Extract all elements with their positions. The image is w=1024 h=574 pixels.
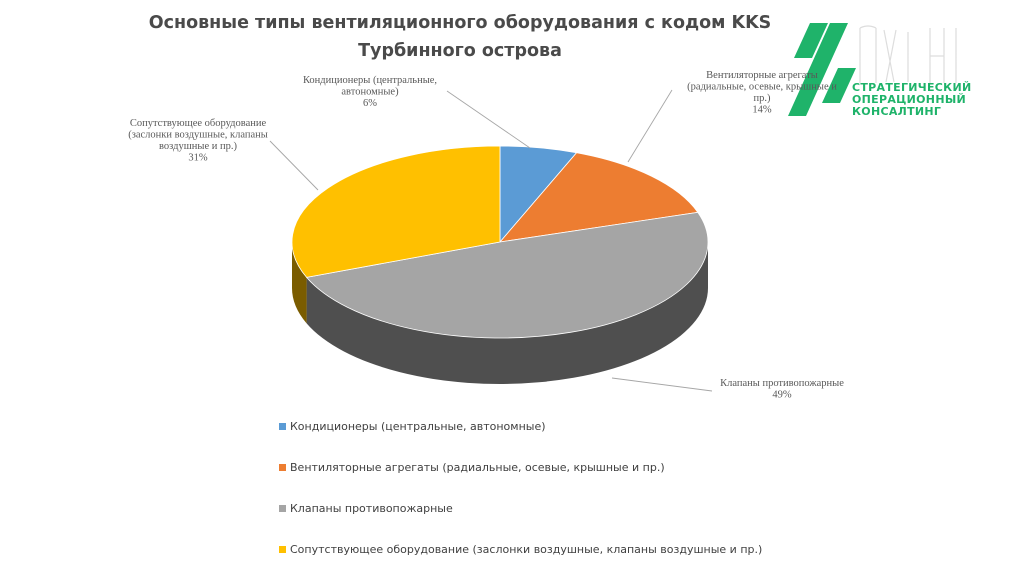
slice-1-leader-line [446,90,531,149]
slice-4-leader-line [269,140,319,191]
legend-item-2: Вентиляторные агрегаты (радиальные, осев… [279,459,665,475]
pie-chart: Кондиционеры (центральные, автономные) 6% В… [128,70,844,401]
slice-4-data-label: Сопутствующее оборудование (заслонки возд… [128,118,268,164]
legend-label-2: Вентиляторные агрегаты (радиальные, осев… [290,460,665,474]
legend-item-1: Кондиционеры (центральные, автономные) [279,418,546,434]
slice-3-side [306,242,708,385]
logo-text-line-3: КОНСАЛТИНГ [852,105,942,118]
chart-title-line-2: Турбинного острова [358,41,562,61]
chart-title-line-1: Основные типы вентиляционного оборудован… [148,13,772,33]
company-logo-icon [788,23,957,116]
legend-label-4: Сопутствующее оборудование (заслонки воз… [290,542,763,556]
legend-swatch-1 [279,422,286,430]
legend-swatch-2 [279,463,286,471]
legend-label-1: Кондиционеры (центральные, автономные) [290,419,546,433]
slice-3-data-label: Клапаны противопожарные 49% [720,378,844,401]
legend-swatch-3 [279,504,286,512]
legend-item-4: Сопутствующее оборудование (заслонки воз… [279,541,762,557]
slice-3-leader-line [611,377,713,392]
legend-item-3: Клапаны противопожарные [279,500,453,516]
logo-text-line-1: СТРАТЕГИЧЕСКИЙ [852,81,972,94]
slice-4-side [292,242,307,324]
legend-swatch-4 [279,545,286,553]
slice-3 [305,211,709,339]
logo-text-line-2: ОПЕРАЦИОННЫЙ [852,93,967,106]
slice-4 [291,145,501,278]
slice-1-data-label: Кондиционеры (центральные, автономные) 6% [303,75,437,109]
legend-label-3: Клапаны противопожарные [290,501,453,515]
slice-2-data-label: Вентиляторные агрегаты (радиальные, осевы… [687,70,837,116]
slice-2-leader-line [627,89,673,163]
